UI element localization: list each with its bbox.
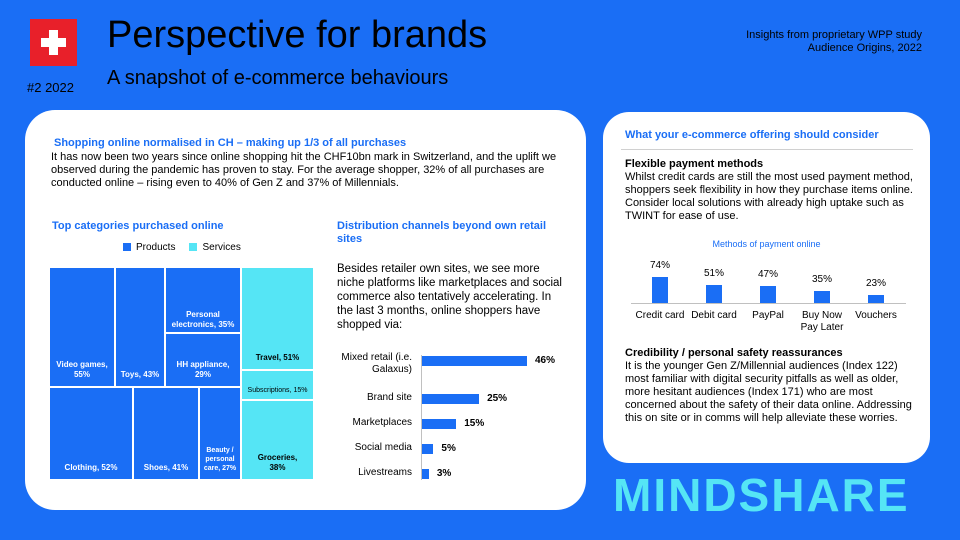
distribution-heading: Distribution channels beyond own retail … xyxy=(337,220,547,245)
treemap-tile: Video games, 55% xyxy=(50,268,114,386)
bar-label: Livestreams xyxy=(358,467,412,478)
online-shopping-paragraph: It has now been two years since online s… xyxy=(51,151,557,189)
swiss-flag-icon xyxy=(30,19,77,66)
payment-category-label: Vouchers xyxy=(855,310,897,321)
payment-category-label: PayPal xyxy=(752,310,784,321)
treemap-tile: Clothing, 52% xyxy=(50,388,132,479)
bar-value-label: 46% xyxy=(535,355,556,366)
payment-value-label: 74% xyxy=(649,260,670,271)
treemap-tile: Subscriptions, 15% xyxy=(242,371,313,399)
payment-methods-subheading: Flexible payment methods xyxy=(625,158,764,170)
considerations-heading: What your e-commerce offering should con… xyxy=(625,129,879,141)
bar xyxy=(422,444,434,454)
categories-treemap: Video games, 55% Toys, 43% Personal elec… xyxy=(50,268,313,479)
payment-bar xyxy=(760,286,776,303)
study-source-line1: Insights from proprietary WPP study xyxy=(746,29,922,41)
divider xyxy=(621,149,913,150)
payment-bar xyxy=(868,294,884,303)
payment-value-label: 51% xyxy=(703,268,724,280)
mindshare-logo: MINDSHARE xyxy=(613,469,910,521)
bar-label: Brand site xyxy=(366,392,412,403)
left-panel: Shopping online normalised in CH – makin… xyxy=(25,110,586,510)
payment-bar-chart: 74% Credit card 51% Debit card 47% PayPal 35% B… xyxy=(625,252,910,333)
online-shopping-heading: Shopping online normalised in CH – makin… xyxy=(54,137,407,149)
payment-chart-title: Methods of payment online xyxy=(712,239,821,249)
study-source-line2: Audience Origins, 2022 xyxy=(807,42,922,54)
distribution-paragraph: Besides retailer own sites, we see more … xyxy=(337,263,562,331)
treemap-tile: Beauty / personal care, 27% xyxy=(200,388,240,479)
payment-axis xyxy=(631,303,906,304)
bar xyxy=(422,356,527,366)
legend-products: Products xyxy=(123,242,175,253)
treemap-tile: HH appliance, 29% xyxy=(166,334,240,386)
bar-label: Social media xyxy=(354,442,412,453)
bar-label: Marketplaces xyxy=(352,417,412,428)
payment-methods-paragraph: Whilst credit cards are still the most u… xyxy=(625,171,913,222)
credibility-subheading: Credibility / personal safety reassuranc… xyxy=(625,347,843,359)
study-source: Insights from proprietary WPP study Audi… xyxy=(746,29,922,55)
distribution-bar-chart: Mixed retail (i.e. Galaxus) 46% Brand site… xyxy=(325,352,565,480)
payment-category-label: Credit card xyxy=(635,310,685,321)
page-title: Perspective for brands xyxy=(107,14,488,56)
issue-number: #2 2022 xyxy=(27,80,74,95)
top-categories-heading: Top categories purchased online xyxy=(52,220,224,232)
legend-services: Services xyxy=(189,242,241,253)
payment-value-label: 35% xyxy=(811,273,832,285)
payment-category-label: Buy Now Pay Later xyxy=(800,310,844,333)
treemap-legend: Products Services xyxy=(123,242,241,253)
payment-bar xyxy=(652,277,668,303)
payment-bar xyxy=(814,290,830,303)
bar-value-label: 5% xyxy=(441,443,456,454)
treemap-tile: Personal electronics, 35% xyxy=(166,268,240,332)
bar-value-label: 25% xyxy=(487,393,508,404)
bar-value-label: 15% xyxy=(464,418,485,429)
payment-category-label: Debit card xyxy=(691,310,737,321)
right-panel: What your e-commerce offering should con… xyxy=(603,112,930,463)
bar xyxy=(422,419,457,429)
treemap-tile: Travel, 51% xyxy=(242,268,313,369)
payment-value-label: 47% xyxy=(757,269,778,281)
payment-bar xyxy=(706,285,722,303)
page-subtitle: A snapshot of e-commerce behaviours xyxy=(107,67,449,89)
bar-value-label: 3% xyxy=(436,468,452,479)
bar-axis xyxy=(421,355,422,480)
bar xyxy=(422,469,429,479)
treemap-tile: Groceries, 38% xyxy=(242,401,313,479)
treemap-tile: Shoes, 41% xyxy=(134,388,198,479)
credibility-paragraph: It is the younger Gen Z/Millennial audie… xyxy=(625,360,912,424)
treemap-tile: Toys, 43% xyxy=(116,268,164,386)
bar xyxy=(422,394,480,404)
payment-value-label: 23% xyxy=(865,277,886,289)
bar-label: Mixed retail (i.e. Galaxus) xyxy=(341,352,412,375)
